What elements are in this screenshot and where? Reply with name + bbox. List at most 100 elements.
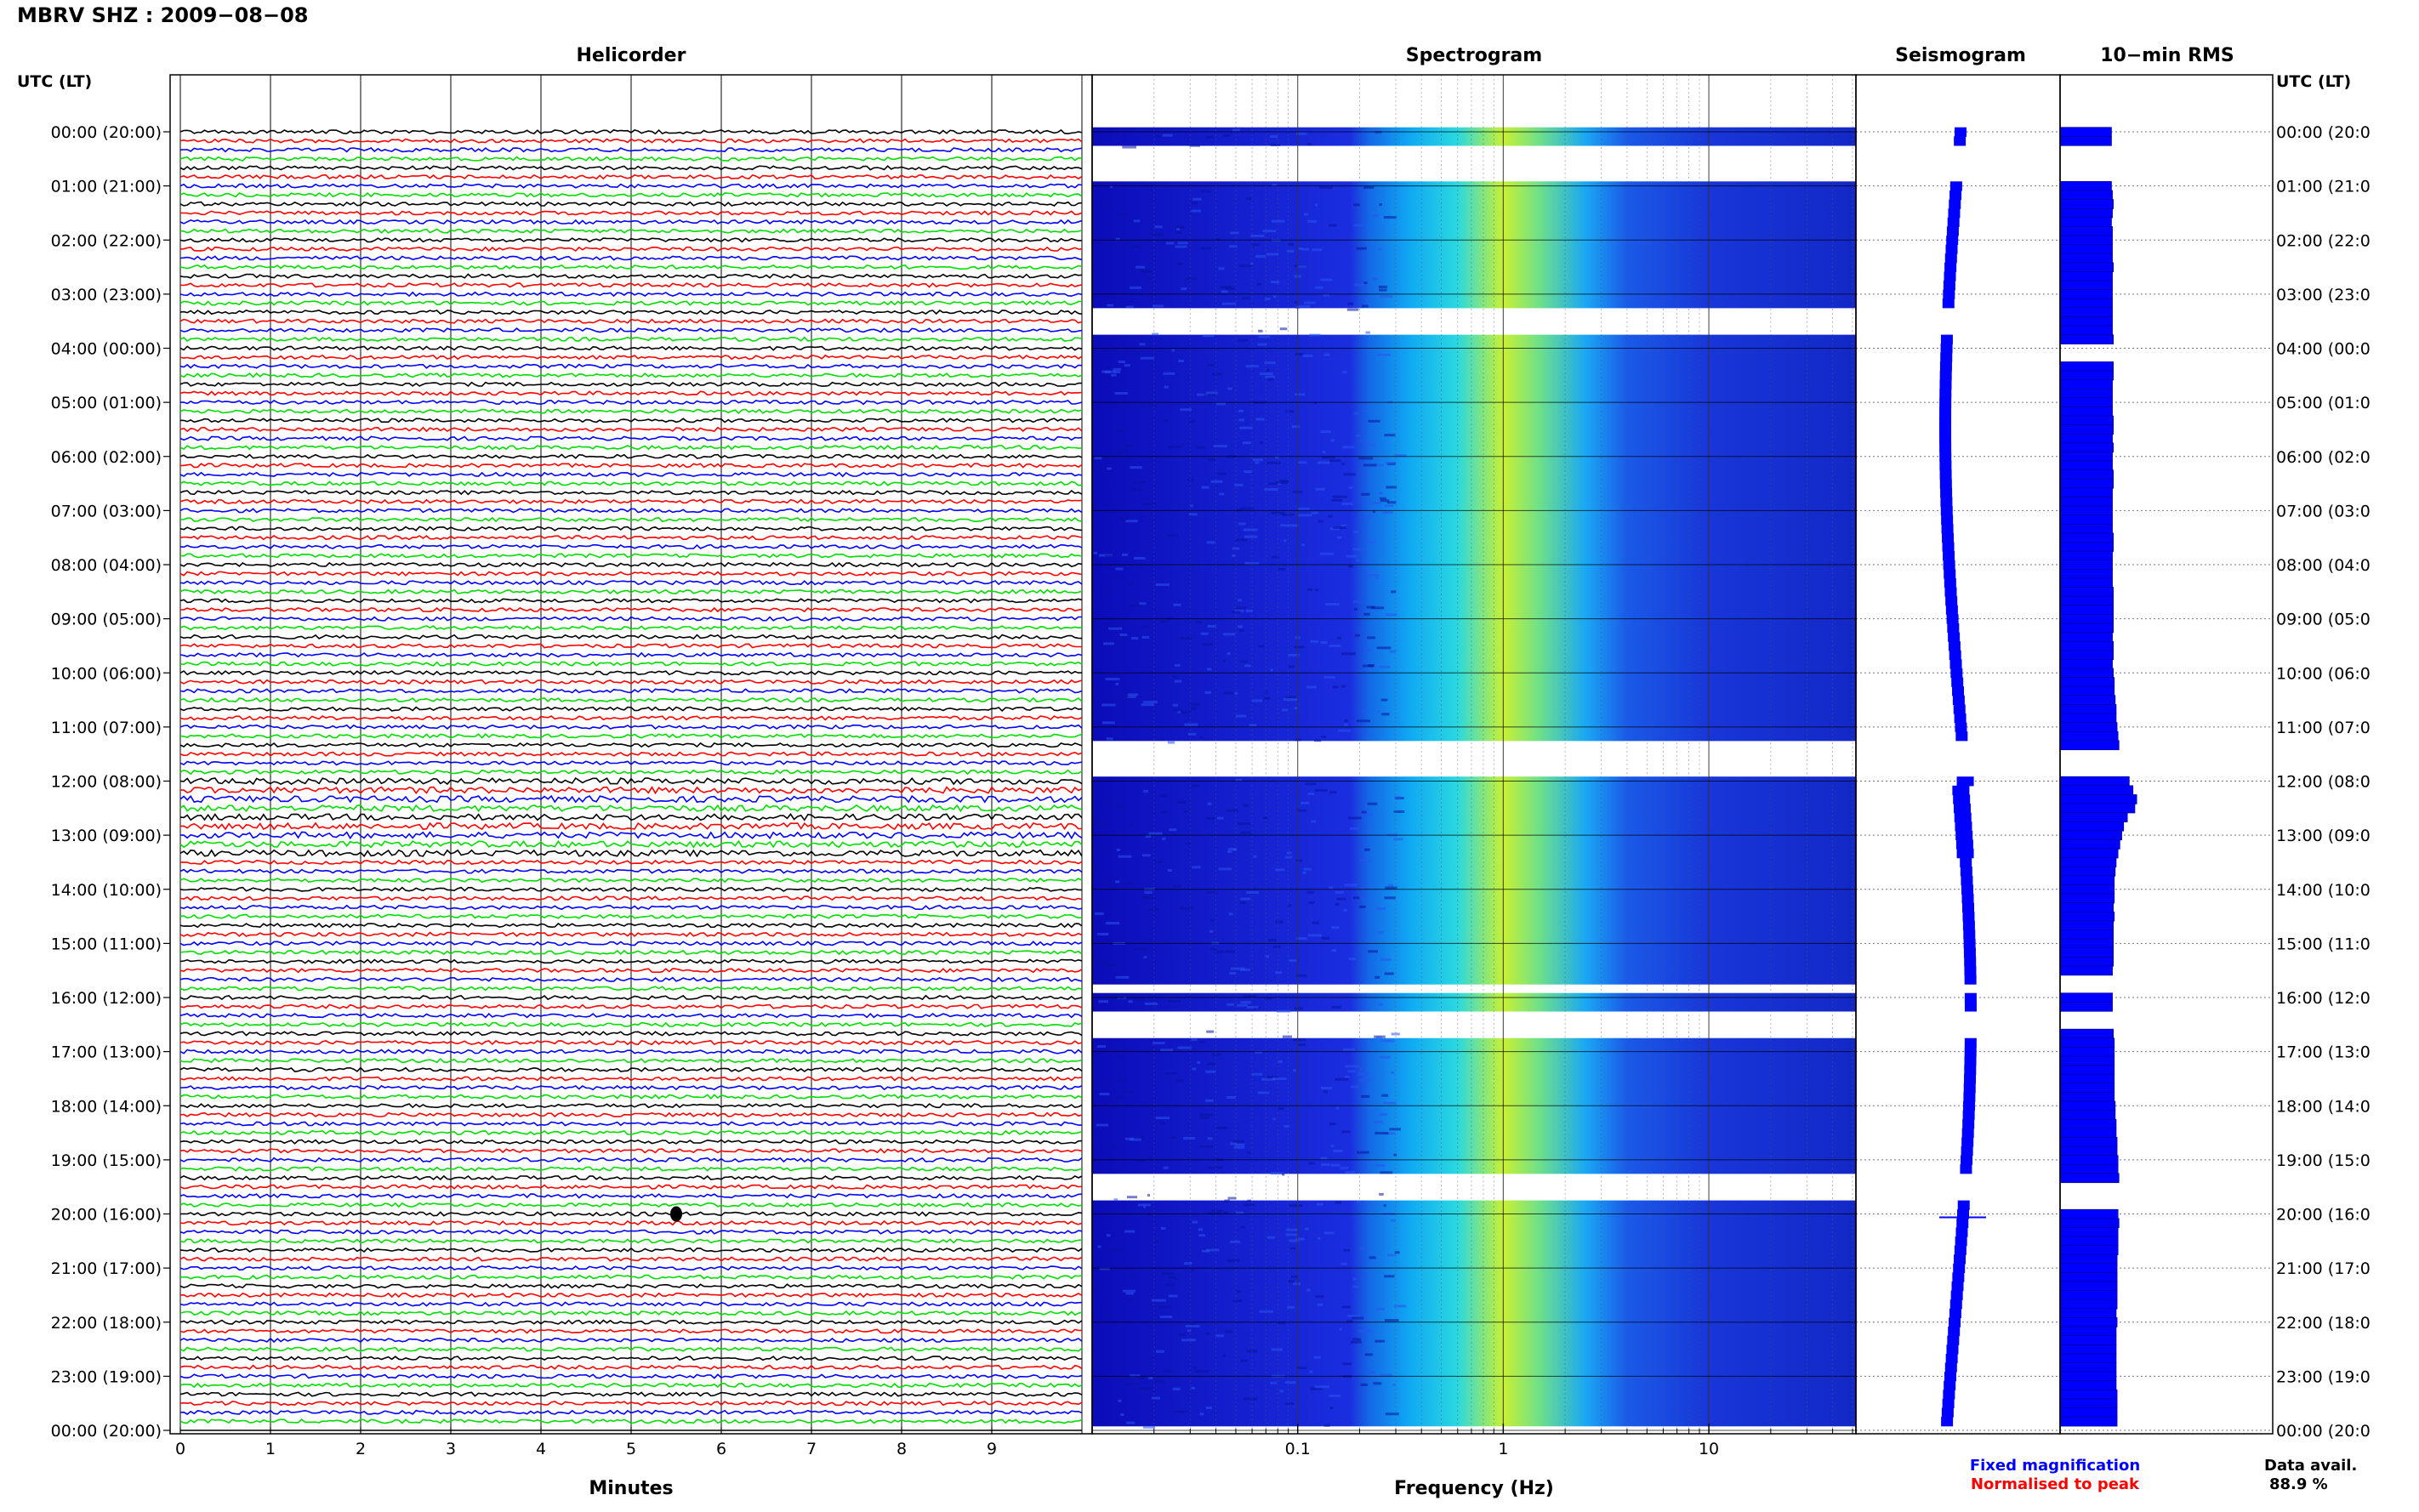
spectrogram-texture xyxy=(1301,543,1305,547)
seismogram-segment xyxy=(1961,1155,1973,1165)
spectrogram-texture xyxy=(1245,197,1252,201)
helicorder-trace xyxy=(179,354,1083,361)
spectrogram-texture xyxy=(1265,691,1268,694)
spectrogram-texture xyxy=(1344,1075,1350,1078)
spectrogram-texture xyxy=(1174,1277,1178,1281)
spectrogram-texture xyxy=(1279,327,1288,331)
spectrogram-row xyxy=(1092,804,1856,814)
helicorder-trace xyxy=(179,588,1083,594)
spectrogram-texture xyxy=(1172,703,1179,707)
rms-bar xyxy=(2059,271,2113,281)
spectrogram-texture xyxy=(1342,371,1347,374)
spectrogram-texture xyxy=(1377,710,1380,713)
spectrogram-texture xyxy=(1323,1424,1330,1427)
spectrogram-texture xyxy=(1163,372,1175,375)
seismogram-segment xyxy=(1939,361,1952,372)
spectrogram-texture xyxy=(1211,372,1222,376)
frequency-tick-label: 10 xyxy=(1699,1440,1719,1458)
hour-label-left: 17:00 (13:00) xyxy=(51,1043,162,1062)
spectrogram-texture xyxy=(1240,1225,1246,1229)
seismogram-segment xyxy=(1948,208,1961,219)
rms-bar xyxy=(2059,839,2120,850)
helicorder-trace xyxy=(179,968,1083,974)
spectrogram-texture xyxy=(1367,802,1378,805)
spectrogram-texture xyxy=(1361,304,1369,308)
spectrogram-texture xyxy=(1303,213,1309,216)
spectrogram-texture xyxy=(1331,926,1340,929)
spectrogram-row xyxy=(1092,371,1856,381)
spectrogram-texture xyxy=(1380,958,1392,961)
spectrogram-texture xyxy=(1358,905,1366,908)
spectrogram-texture xyxy=(1391,1071,1395,1074)
spectrogram-texture xyxy=(1251,1072,1263,1076)
spectrogram-row xyxy=(1092,659,1856,669)
spectrogram-texture xyxy=(1342,1362,1352,1366)
spectrogram-texture xyxy=(1272,945,1281,948)
spectrogram-texture xyxy=(1250,234,1265,237)
seismogram-segment xyxy=(1964,992,1977,1003)
spectrogram-texture xyxy=(1191,784,1200,787)
spectrogram-texture xyxy=(1099,1092,1110,1095)
spectrogram-texture xyxy=(1362,813,1374,816)
seismogram-segment xyxy=(1945,596,1958,606)
rms-bar xyxy=(2059,235,2113,246)
spectrogram-texture xyxy=(1101,703,1116,707)
spectrogram-texture xyxy=(1295,1237,1305,1241)
spectrogram-texture xyxy=(1329,1123,1336,1126)
spectrogram-texture xyxy=(1385,886,1397,890)
spectrogram-row xyxy=(1092,1110,1856,1120)
spectrogram-texture xyxy=(1107,467,1112,470)
rms-bar xyxy=(2059,1218,2120,1229)
spectrogram-texture xyxy=(1375,576,1379,579)
spectrogram-texture xyxy=(1323,293,1330,297)
rms-bar xyxy=(2059,1110,2116,1120)
spectrogram-texture xyxy=(1380,499,1390,503)
spectrogram-texture xyxy=(1139,602,1147,605)
spectrogram-texture xyxy=(1383,216,1397,219)
helicorder-panel xyxy=(179,75,1083,1434)
panel-title-rms: 10−min RMS xyxy=(2100,45,2234,66)
seismogram-segment xyxy=(1942,1398,1955,1409)
seismogram-segment xyxy=(1956,776,1974,787)
rms-bar xyxy=(2059,659,2113,669)
spectrogram-texture xyxy=(1350,1340,1362,1344)
spectrogram-texture xyxy=(1243,1397,1258,1401)
spectrogram-texture xyxy=(1386,486,1397,489)
spectrogram-texture xyxy=(1115,567,1124,571)
spectrogram-texture xyxy=(1203,643,1214,646)
spectrogram-row xyxy=(1092,713,1856,724)
rms-bar xyxy=(2059,190,2113,201)
helicorder-trace xyxy=(179,634,1083,639)
seismogram-segment xyxy=(1949,1299,1962,1310)
spectrogram-texture xyxy=(1151,1396,1161,1400)
rms-bar xyxy=(2059,1362,2117,1373)
seismogram-segment xyxy=(1963,1083,1976,1093)
spectrogram-texture xyxy=(1199,1413,1204,1416)
spectrogram-texture xyxy=(1285,855,1293,859)
spectrogram-texture xyxy=(1133,219,1141,223)
spectrogram-texture xyxy=(1286,851,1292,855)
spectrogram-texture xyxy=(1277,567,1286,571)
spectrogram-texture xyxy=(1123,882,1132,885)
seismogram-segment xyxy=(1939,469,1952,480)
seismogram-segment xyxy=(1939,389,1952,399)
helicorder-trace xyxy=(179,706,1083,712)
spectrogram-texture xyxy=(1253,855,1257,858)
seismogram-segment xyxy=(1944,587,1957,597)
spectrogram-texture xyxy=(1352,548,1365,551)
seismogram-segment xyxy=(1944,1362,1957,1373)
seismogram-segment xyxy=(1939,452,1952,462)
spectrogram-texture xyxy=(1361,886,1369,890)
spectrogram-row xyxy=(1092,1308,1856,1319)
spectrogram-texture xyxy=(1142,1425,1156,1429)
spectrogram-texture xyxy=(1148,404,1158,407)
spectrogram-texture xyxy=(1394,1305,1407,1308)
spectrogram-texture xyxy=(1270,143,1280,146)
spectrogram-texture xyxy=(1359,1067,1363,1071)
hour-label-left: 10:00 (06:00) xyxy=(51,664,162,683)
spectrogram-texture xyxy=(1191,202,1198,205)
spectrogram-texture xyxy=(1278,1107,1284,1111)
hour-label-left: 04:00 (00:00) xyxy=(51,340,162,359)
spectrogram-texture xyxy=(1180,907,1194,910)
spectrogram-texture xyxy=(1237,1003,1248,1007)
